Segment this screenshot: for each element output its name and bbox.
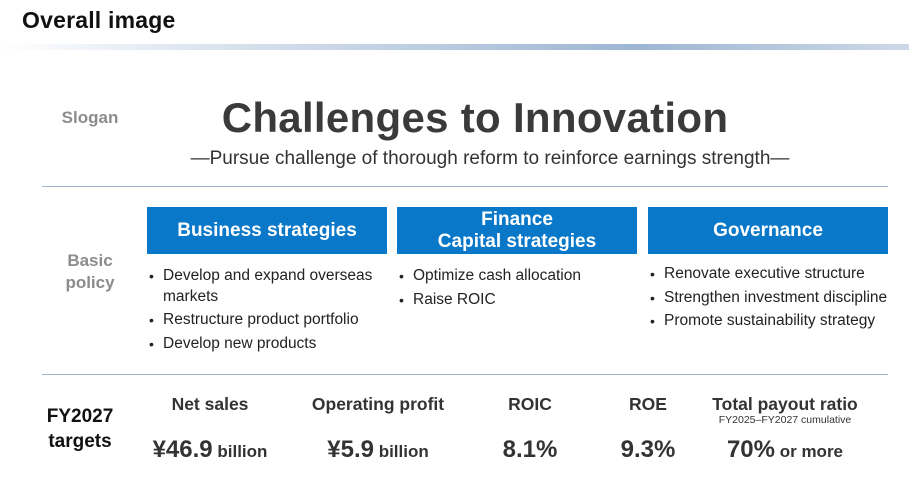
target-name: Operating profit bbox=[311, 394, 445, 414]
business-strategies-list: Develop and expand overseas markets Rest… bbox=[148, 266, 398, 357]
list-item: Promote sustainability strategy bbox=[649, 311, 899, 332]
target-unit: or more bbox=[775, 442, 844, 461]
header-rule bbox=[0, 44, 909, 50]
list-item: Optimize cash allocation bbox=[398, 266, 648, 287]
targets-label-line: FY2027 bbox=[46, 406, 114, 427]
list-item: Raise ROIC bbox=[398, 290, 648, 311]
divider bbox=[42, 374, 888, 375]
list-item: Develop new products bbox=[148, 334, 398, 355]
divider bbox=[42, 186, 888, 187]
list-item: Develop and expand overseas markets bbox=[148, 266, 398, 307]
slogan-subtitle: —Pursue challenge of thorough reform to … bbox=[190, 148, 790, 169]
target-name: Total payout ratio bbox=[712, 394, 858, 414]
slogan-label: Slogan bbox=[61, 108, 119, 127]
slogan-main: Challenges to Innovation bbox=[221, 94, 729, 141]
governance-header: Governance bbox=[648, 207, 888, 254]
target-value: ¥46.9 bbox=[152, 436, 213, 463]
list-item: Strengthen investment discipline bbox=[649, 288, 899, 309]
strategy-title: Finance bbox=[481, 208, 553, 230]
target-subtitle: FY2025–FY2027 cumulative bbox=[718, 414, 852, 426]
target-value: 70% bbox=[726, 436, 775, 463]
targets-label: FY2027 targets bbox=[30, 404, 130, 454]
basic-policy-label-line: Basic bbox=[67, 251, 113, 270]
target-net-sales: Net sales ¥46.9 billion bbox=[130, 394, 290, 463]
target-value: 9.3% bbox=[620, 436, 676, 463]
targets-label-line: targets bbox=[48, 431, 112, 452]
business-strategies-header: Business strategies bbox=[147, 207, 387, 254]
finance-capital-strategies-list: Optimize cash allocation Raise ROIC bbox=[398, 266, 648, 313]
finance-capital-strategies-header: Finance Capital strategies bbox=[397, 207, 637, 254]
target-value: ¥5.9 bbox=[327, 436, 374, 463]
strategy-title: Business strategies bbox=[177, 219, 357, 241]
target-name: Net sales bbox=[171, 394, 249, 414]
target-roe: ROE 9.3% bbox=[598, 394, 698, 463]
page-title: Overall image bbox=[22, 7, 176, 33]
target-name: ROIC bbox=[508, 394, 552, 414]
list-item: Renovate executive structure bbox=[649, 264, 899, 285]
target-roic: ROIC 8.1% bbox=[480, 394, 580, 463]
strategy-title: Capital strategies bbox=[437, 230, 597, 252]
target-unit: billion bbox=[373, 442, 429, 461]
target-value: 8.1% bbox=[502, 436, 558, 463]
target-unit: billion bbox=[212, 442, 268, 461]
list-item: Restructure product portfolio bbox=[148, 310, 398, 331]
target-total-payout-ratio: Total payout ratio FY2025–FY2027 cumulat… bbox=[695, 394, 875, 463]
governance-list: Renovate executive structure Strengthen … bbox=[649, 264, 899, 335]
basic-policy-label: Basic policy bbox=[50, 250, 130, 294]
strategy-title: Governance bbox=[713, 219, 823, 241]
target-operating-profit: Operating profit ¥5.9 billion bbox=[292, 394, 464, 463]
target-name: ROE bbox=[629, 394, 667, 414]
basic-policy-label-line: policy bbox=[65, 273, 115, 292]
